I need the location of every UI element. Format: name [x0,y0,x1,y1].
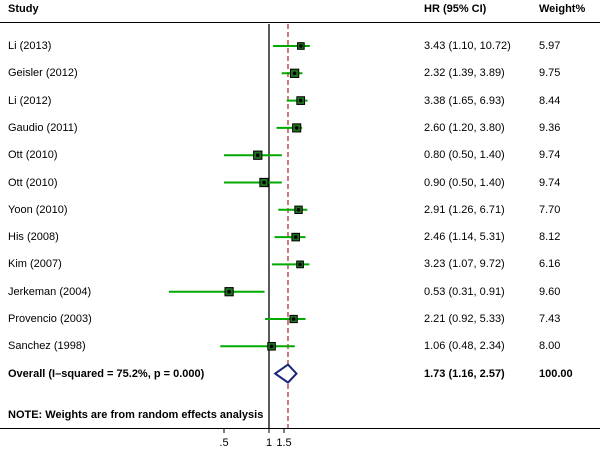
overall-weight-value: 100.00 [539,367,573,380]
hr-value: 2.91 (1.26, 6.71) [424,203,505,216]
point-estimate-dot [291,317,296,321]
hr-value: 1.06 (0.48, 2.34) [424,340,505,353]
hr-value: 2.46 (1.14, 5.31) [424,231,505,244]
point-estimate-dot [292,71,297,76]
study-label: Sanchez (1998) [8,340,86,353]
x-tick-label: 1 [266,437,272,449]
x-tick-label: .5 [219,437,228,449]
point-estimate-dot [262,180,266,185]
study-label: His (2008) [8,231,59,244]
weight-value: 8.00 [539,340,561,353]
point-estimate-dot [298,262,302,267]
point-estimate-dot [255,153,260,157]
weight-value: 9.74 [539,176,561,189]
weight-value: 9.60 [539,285,561,298]
weight-value: 7.43 [539,313,561,325]
study-label: Ott (2010) [8,149,58,162]
hr-value: 2.32 (1.39, 3.89) [424,67,505,80]
point-estimate-dot [296,208,301,212]
hr-value: 0.80 (0.50, 1.40) [424,149,505,162]
study-label: Geisler (2012) [8,67,78,80]
hr-column-header: HR (95% CI) [424,3,487,15]
hr-value: 0.53 (0.31, 0.91) [424,285,505,298]
weight-value: 9.74 [539,149,561,162]
hr-value: 2.60 (1.20, 3.80) [424,121,505,134]
study-label: Provencio (2003) [8,313,92,325]
point-estimate-dot [293,235,298,239]
point-estimate-dot [298,98,303,103]
weight-value: 5.97 [539,40,561,52]
overall-hr-value: 1.73 (1.16, 2.57) [424,367,505,380]
point-estimate-dot [299,44,303,48]
weight-value: 8.44 [539,94,561,107]
study-label: Jerkeman (2004) [8,285,92,298]
weight-value: 9.36 [539,121,561,134]
study-label: Li (2012) [8,94,52,107]
weight-value: 7.70 [539,203,561,216]
point-estimate-dot [269,344,274,349]
study-label: Yoon (2010) [8,203,68,216]
x-tick-label: 1.5 [276,437,291,449]
weight-column-header: Weight% [539,3,586,15]
point-estimate-dot [294,126,299,130]
study-label: Li (2013) [8,40,52,52]
study-label: Ott (2010) [8,176,58,189]
study-label: Gaudio (2011) [8,121,78,134]
overall-label: Overall (I–squared = 75.2%, p = 0.000) [8,367,205,380]
hr-value: 0.90 (0.50, 1.40) [424,176,505,189]
point-estimate-dot [227,289,231,294]
hr-value: 2.21 (0.92, 5.33) [424,313,505,325]
study-column-header: Study [8,3,39,15]
footnote: NOTE: Weights are from random effects an… [8,409,264,421]
study-label: Kim (2007) [8,258,62,271]
weight-value: 9.75 [539,67,561,80]
hr-value: 3.38 (1.65, 6.93) [424,94,505,107]
overall-diamond [273,363,298,384]
weight-value: 8.12 [539,231,561,244]
hr-value: 3.23 (1.07, 9.72) [424,258,505,271]
weight-value: 6.16 [539,258,561,271]
hr-value: 3.43 (1.10, 10.72) [424,40,511,52]
